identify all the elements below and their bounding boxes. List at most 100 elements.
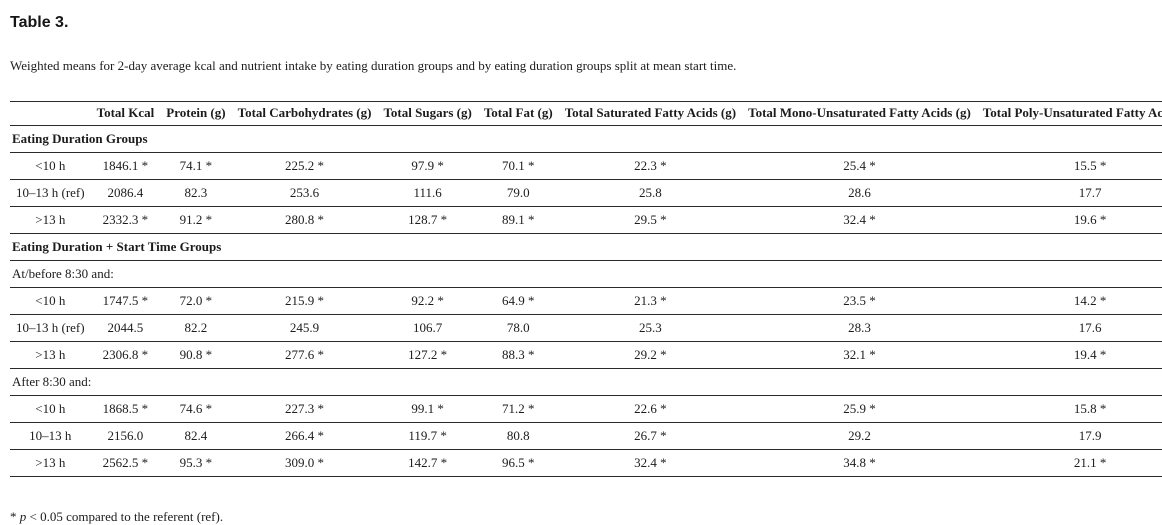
section-header-row: Eating Duration + Start Time Groups <box>10 233 1162 261</box>
table-caption: Weighted means for 2-day average kcal an… <box>10 58 737 73</box>
header-cell: Total Fat (g) <box>477 101 559 126</box>
header-cell: Total Carbohydrates (g) <box>231 101 378 126</box>
table-cell: 79.0 <box>477 179 559 207</box>
table-cell: 21.3 * <box>558 287 743 315</box>
table-cell: 245.9 <box>231 314 378 342</box>
table-cell: 32.4 * <box>742 206 977 234</box>
footnote-p-variable: p <box>19 509 27 524</box>
table-cell: 2332.3 * <box>90 206 161 234</box>
row-label: 10–13 h <box>10 422 91 450</box>
table-cell: 74.6 * <box>160 395 232 423</box>
table-cell: 26.7 * <box>558 422 743 450</box>
table-cell: 64.9 * <box>477 287 559 315</box>
table-cell: 22.3 * <box>558 152 743 180</box>
table-cell: 19.4 * <box>976 341 1162 369</box>
table-cell: 29.2 <box>742 422 977 450</box>
table-cell: 253.6 <box>231 179 378 207</box>
table-cell: 23.5 * <box>742 287 977 315</box>
nutrient-table: Total Kcal Protein (g) Total Carbohydrates… <box>10 101 1162 477</box>
table-cell: 142.7 * <box>408 455 448 470</box>
footnote-text: < 0.05 compared to the referent (ref). <box>29 509 224 524</box>
table-row: 10–13 h 2156.0 82.4 266.4 * 119.7 * 80.8 26.7 … <box>10 422 1162 450</box>
table-cell: 32.4 * <box>634 455 667 470</box>
table-cell: 2156.0 <box>90 422 161 450</box>
table-cell: 70.1 * <box>477 152 559 180</box>
table-cell: 34.8 * <box>843 455 876 470</box>
row-label: <10 h <box>10 152 91 180</box>
table-cell: 89.1 * <box>477 206 559 234</box>
table-cell: 29.5 * <box>558 206 743 234</box>
table-cell: 25.9 * <box>742 395 977 423</box>
table-cell: 2044.5 <box>90 314 161 342</box>
table-cell: 215.9 * <box>231 287 378 315</box>
table-cell: 1846.1 * <box>90 152 161 180</box>
table-cell: 17.7 <box>976 179 1162 207</box>
table-cell: 25.8 <box>558 179 743 207</box>
table-cell: 82.2 <box>160 314 232 342</box>
subgroup-header-label: After 8:30 and: <box>10 368 1162 396</box>
table-row: >13 h 2562.5 * 95.3 * 309.0 * 142.7 * 96.5 * 3… <box>10 450 1162 477</box>
table-cell: 127.2 * <box>377 341 478 369</box>
table-body: Eating Duration Groups <10 h 1846.1 * 74.1 … <box>10 125 1162 477</box>
table-cell: 227.3 * <box>231 395 378 423</box>
table-cell: 21.1 * <box>1073 455 1107 470</box>
table-cell: 78.0 <box>477 314 559 342</box>
table-cell: 72.0 * <box>160 287 232 315</box>
table-cell: 32.1 * <box>742 341 977 369</box>
table-cell: 266.4 * <box>231 422 378 450</box>
row-label: 10–13 h (ref) <box>10 179 91 207</box>
section-header-row: Eating Duration Groups <box>10 125 1162 153</box>
table-cell: 309.0 * <box>285 455 325 470</box>
table-cell: 96.5 * <box>502 455 535 470</box>
table-cell: 111.6 <box>377 179 478 207</box>
footnote: * p < 0.05 compared to the referent (ref… <box>10 509 1152 525</box>
table-cell: 25.4 * <box>742 152 977 180</box>
table-cell: 15.8 * <box>976 395 1162 423</box>
table-cell: 25.3 <box>558 314 743 342</box>
subgroup-header-row: At/before 8:30 and: <box>10 260 1162 288</box>
header-cell: Total Poly-Unsaturated Fatty Acids (g) <box>976 101 1162 126</box>
table-row: <10 h 1868.5 * 74.6 * 227.3 * 99.1 * 71.2 * 22… <box>10 395 1162 423</box>
table-cell: 1868.5 * <box>90 395 161 423</box>
header-cell: Total Mono-Unsaturated Fatty Acids (g) <box>742 101 977 126</box>
table-cell: 90.8 * <box>160 341 232 369</box>
footnote-marker: * <box>10 509 17 524</box>
table-cell: 106.7 <box>377 314 478 342</box>
page-title: Table 3. <box>10 14 69 31</box>
row-label: <10 h <box>10 395 91 423</box>
table-cell: 82.4 <box>160 422 232 450</box>
row-label: >13 h <box>35 455 66 470</box>
table-cell: 97.9 * <box>377 152 478 180</box>
table-cell: 17.9 <box>976 422 1162 450</box>
table-cell: 80.8 <box>477 422 559 450</box>
table-cell: 15.5 * <box>976 152 1162 180</box>
table-cell: 2086.4 <box>90 179 161 207</box>
table-cell: 2306.8 * <box>90 341 161 369</box>
table-row: 10–13 h (ref) 2044.5 82.2 245.9 106.7 78.0 25.… <box>10 314 1162 342</box>
table-row: >13 h 2332.3 * 91.2 * 280.8 * 128.7 * 89.1 * 2… <box>10 206 1162 234</box>
table-cell: 28.3 <box>742 314 977 342</box>
table-cell: 1747.5 * <box>90 287 161 315</box>
table-header: Total Kcal Protein (g) Total Carbohydrates… <box>10 101 1162 126</box>
table-cell: 82.3 <box>160 179 232 207</box>
table-row: >13 h 2306.8 * 90.8 * 277.6 * 127.2 * 88.3 * 2… <box>10 341 1162 369</box>
table-row: <10 h 1747.5 * 72.0 * 215.9 * 92.2 * 64.9 * 21… <box>10 287 1162 315</box>
table-cell: 19.6 * <box>976 206 1162 234</box>
row-label: >13 h <box>10 341 91 369</box>
table-cell: 88.3 * <box>477 341 559 369</box>
header-cell: Total Saturated Fatty Acids (g) <box>558 101 743 126</box>
table-cell: 92.2 * <box>377 287 478 315</box>
header-cell: Protein (g) <box>160 101 232 126</box>
table-cell: 280.8 * <box>231 206 378 234</box>
row-label: 10–13 h (ref) <box>10 314 91 342</box>
table-row: <10 h 1846.1 * 74.1 * 225.2 * 97.9 * 70.1 * 22… <box>10 152 1162 180</box>
table-cell: 128.7 * <box>377 206 478 234</box>
table-cell: 2562.5 * <box>102 455 149 470</box>
section-header-label: Eating Duration Groups <box>10 125 1162 153</box>
table-cell: 74.1 * <box>160 152 232 180</box>
row-label: <10 h <box>10 287 91 315</box>
table-cell: 28.6 <box>742 179 977 207</box>
table-cell: 277.6 * <box>231 341 378 369</box>
header-cell: Total Kcal <box>90 101 161 126</box>
row-label: >13 h <box>10 206 91 234</box>
